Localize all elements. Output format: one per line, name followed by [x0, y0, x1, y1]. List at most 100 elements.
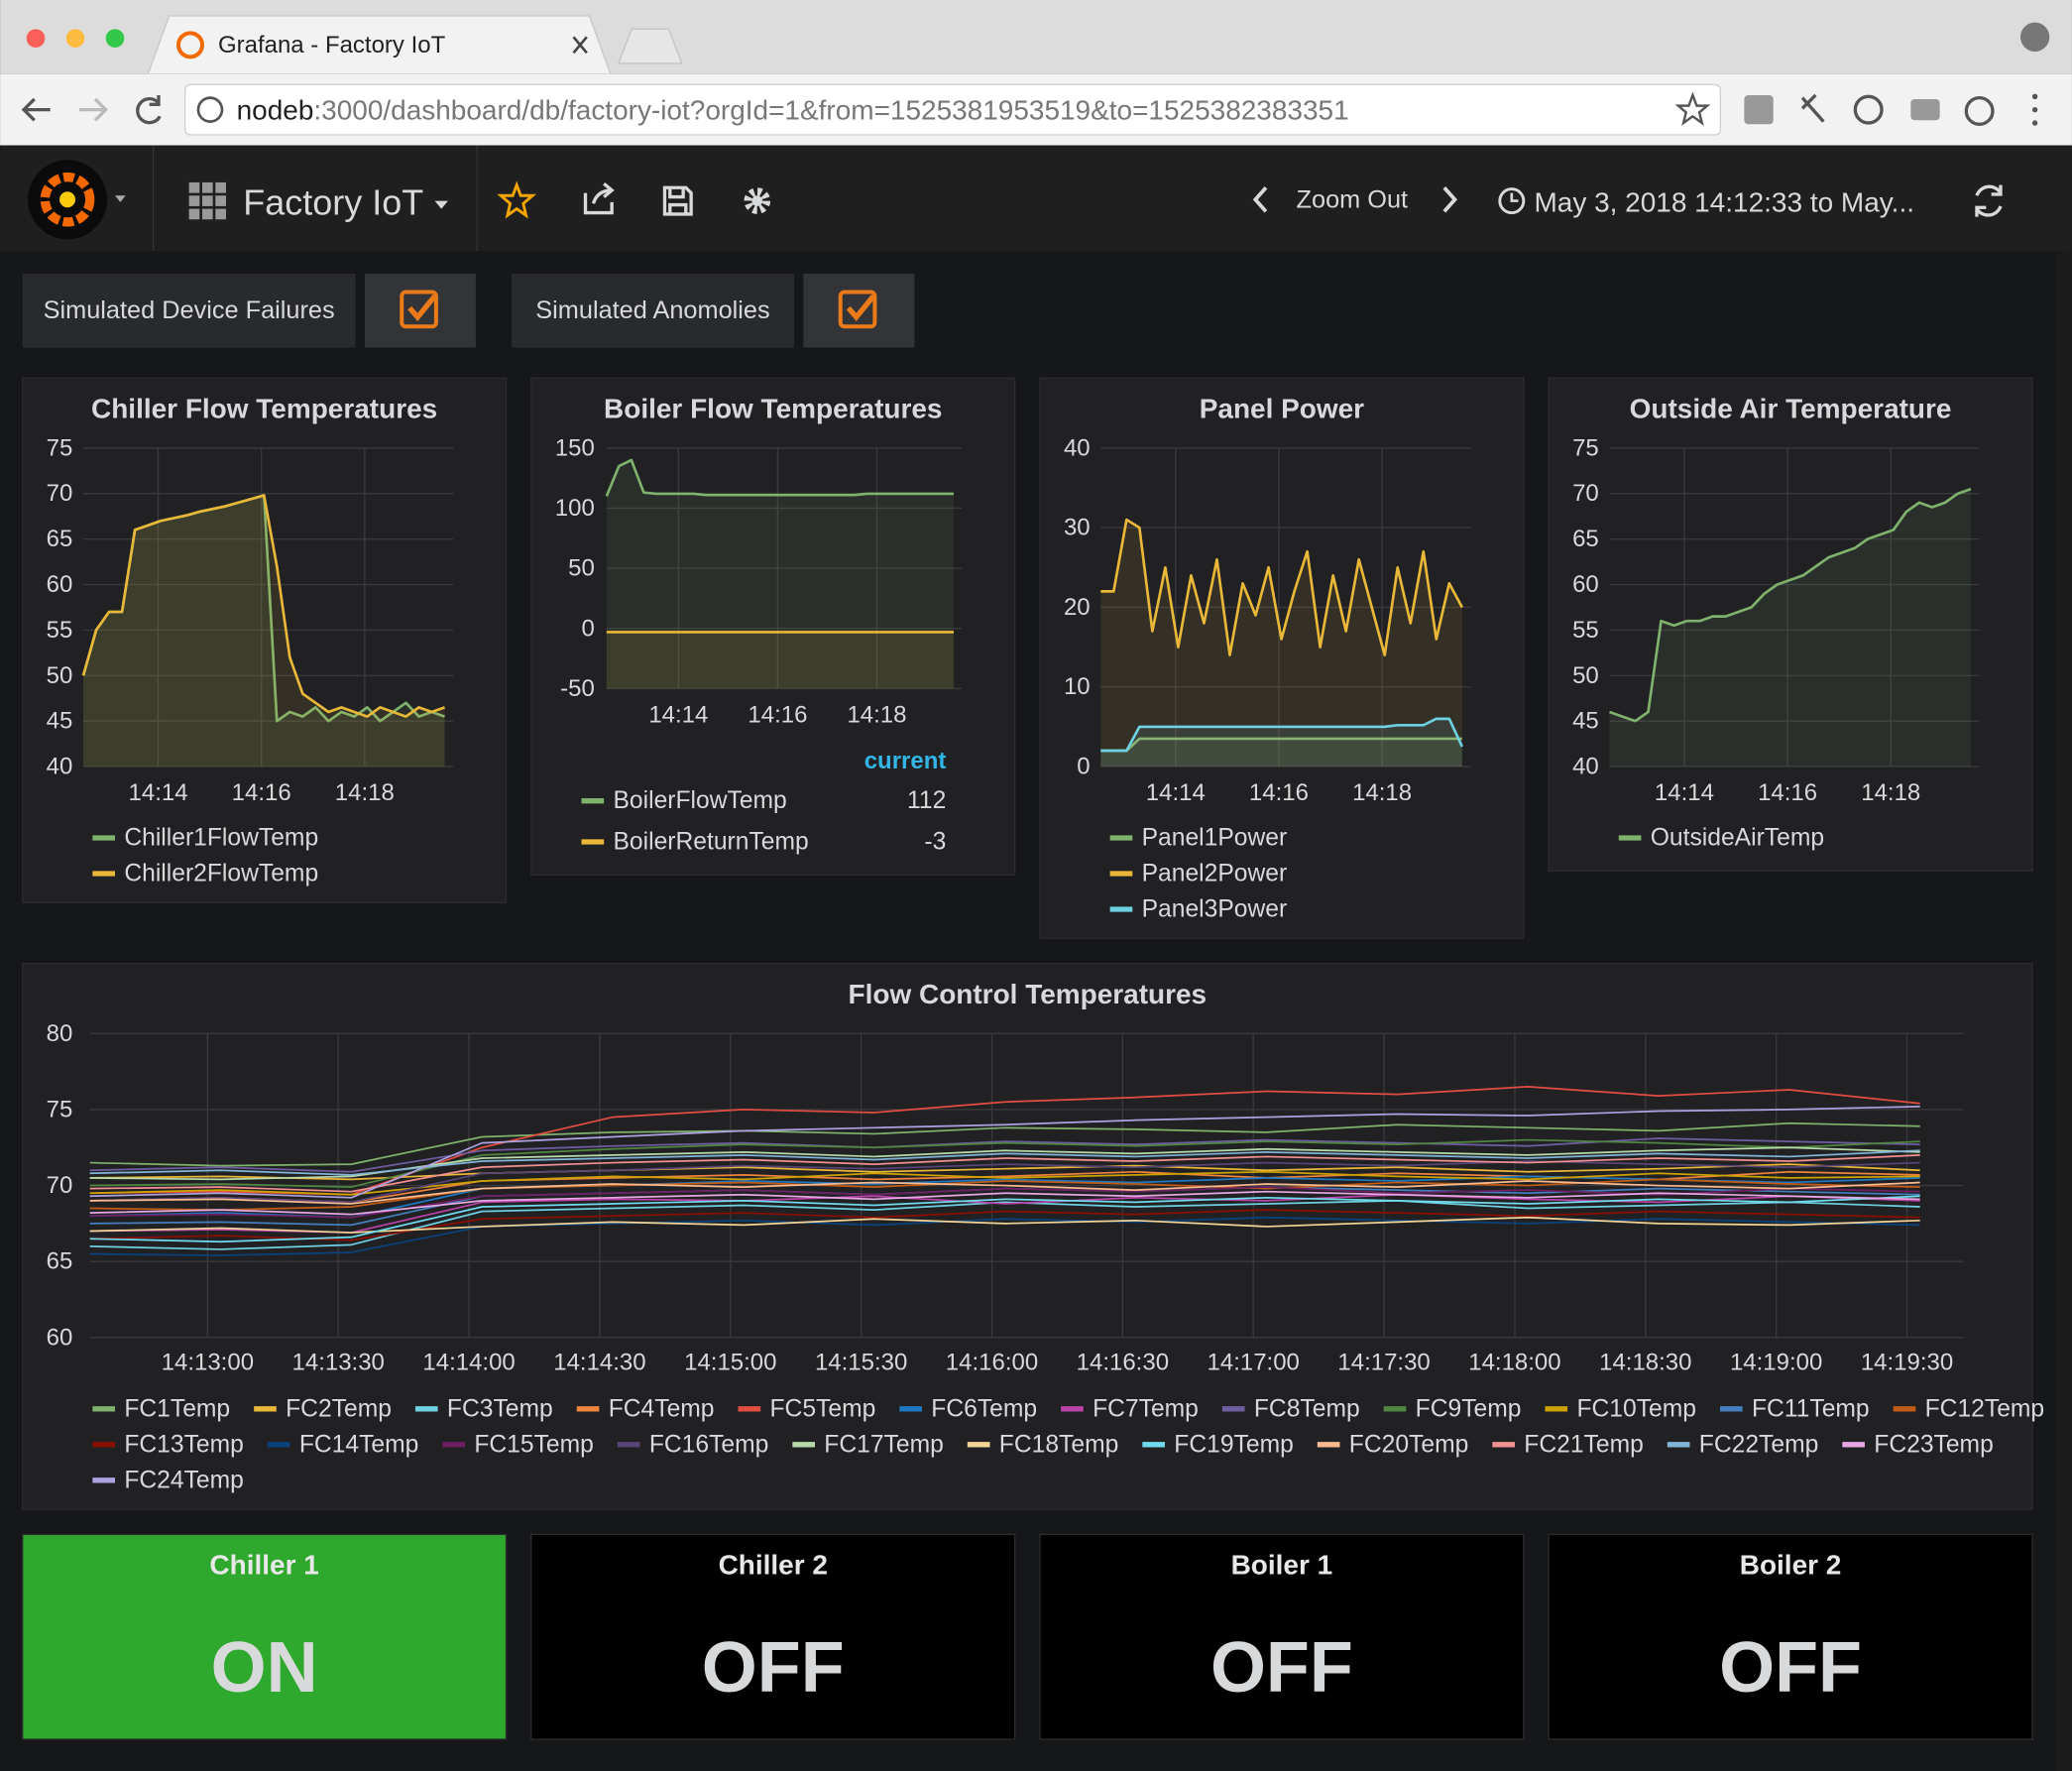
extension-icon[interactable]: [1910, 98, 1940, 121]
x-tick-label: 14:18: [1861, 779, 1920, 806]
save-button[interactable]: [662, 185, 693, 216]
series-line: [89, 1170, 1920, 1196]
tab-title: Grafana - Factory IoT: [218, 32, 446, 59]
url: nodeb:3000/dashboard/db/factory-iot?orgI…: [237, 94, 1349, 125]
panel-title[interactable]: Outside Air Temperature: [1630, 393, 1952, 423]
time-range[interactable]: May 3, 2018 14:12:33 to May...: [1534, 186, 1914, 217]
scrollbar: [2055, 251, 2072, 1771]
panel-title[interactable]: Boiler Flow Temperatures: [604, 393, 942, 423]
y-tick-label: 65: [47, 526, 73, 552]
site-info-icon[interactable]: [196, 96, 224, 123]
x-tick-label: 14:18:00: [1468, 1350, 1560, 1376]
y-tick-label: -50: [560, 675, 595, 702]
legend-label[interactable]: FC12Temp: [1925, 1395, 2045, 1422]
extension-icon[interactable]: [1853, 94, 1884, 125]
time-back[interactable]: [1252, 186, 1268, 213]
star-button[interactable]: [497, 180, 537, 219]
status-title[interactable]: Boiler 2: [1740, 1550, 1842, 1581]
legend-label[interactable]: BoilerFlowTemp: [613, 787, 786, 814]
legend-label[interactable]: Panel1Power: [1142, 825, 1288, 852]
legend-label[interactable]: FC5Temp: [770, 1395, 876, 1422]
legend-label[interactable]: FC16Temp: [649, 1431, 769, 1458]
legend-label[interactable]: FC6Temp: [931, 1395, 1037, 1422]
checkbox[interactable]: [400, 290, 438, 329]
legend-label[interactable]: Chiller1FlowTemp: [124, 825, 318, 852]
y-tick-label: 50: [568, 555, 595, 582]
extension-icon[interactable]: [1800, 93, 1825, 123]
x-tick-label: 14:14: [648, 702, 708, 729]
legend-label[interactable]: FC9Temp: [1416, 1395, 1522, 1422]
legend-label[interactable]: OutsideAirTemp: [1651, 825, 1824, 852]
address-bar[interactable]: [183, 83, 1722, 136]
reload-button[interactable]: [136, 94, 162, 125]
y-tick-label: 75: [47, 434, 73, 461]
status-title[interactable]: Chiller 1: [209, 1550, 318, 1581]
y-tick-label: 65: [1572, 526, 1599, 552]
legend-label[interactable]: FC7Temp: [1093, 1395, 1199, 1422]
extension-icon[interactable]: [1744, 94, 1774, 125]
y-tick-label: 100: [555, 495, 595, 522]
status-title[interactable]: Chiller 2: [719, 1550, 828, 1581]
legend-label[interactable]: FC14Temp: [299, 1431, 419, 1458]
legend-label[interactable]: FC2Temp: [286, 1395, 392, 1422]
forward-button[interactable]: [79, 97, 109, 122]
dashboard-icon: [188, 181, 226, 220]
maximize-window[interactable]: [105, 29, 125, 48]
legend-label[interactable]: FC21Temp: [1524, 1431, 1644, 1458]
y-tick-label: 75: [47, 1096, 73, 1122]
y-tick-label: 70: [1572, 480, 1599, 507]
tab-close[interactable]: [572, 36, 588, 55]
panel-title[interactable]: Flow Control Temperatures: [849, 979, 1208, 1009]
share-button[interactable]: [583, 181, 615, 215]
refresh-button[interactable]: [1975, 184, 2003, 217]
navbar: [0, 145, 2072, 252]
legend-label[interactable]: FC13Temp: [124, 1431, 244, 1458]
profile-icon[interactable]: [2019, 22, 2050, 52]
legend-label[interactable]: FC3Temp: [447, 1395, 553, 1422]
x-tick-label: 14:18:30: [1599, 1350, 1691, 1376]
area-fill: [83, 495, 445, 767]
legend-label[interactable]: FC23Temp: [1874, 1431, 1994, 1458]
minimize-window[interactable]: [65, 29, 85, 48]
legend-label[interactable]: BoilerReturnTemp: [613, 829, 808, 856]
settings-button[interactable]: [744, 187, 771, 214]
legend-label[interactable]: FC18Temp: [999, 1431, 1119, 1458]
series-line: [89, 1160, 1920, 1204]
panel-title[interactable]: Panel Power: [1200, 393, 1364, 423]
legend-label[interactable]: FC11Temp: [1752, 1395, 1870, 1422]
panel: [22, 962, 2033, 1510]
x-tick-label: 14:14:30: [553, 1350, 645, 1376]
legend-label[interactable]: Panel3Power: [1142, 895, 1288, 922]
legend-label[interactable]: FC24Temp: [124, 1467, 244, 1493]
bookmark-star[interactable]: [1674, 91, 1711, 126]
y-tick-label: 60: [47, 1324, 73, 1351]
status-title[interactable]: Boiler 1: [1231, 1550, 1333, 1581]
legend-label[interactable]: FC10Temp: [1576, 1395, 1696, 1422]
panel-title[interactable]: Chiller Flow Temperatures: [91, 393, 437, 423]
legend-label[interactable]: FC4Temp: [609, 1395, 715, 1422]
x-tick-label: 14:14:00: [422, 1350, 515, 1376]
close-window[interactable]: [26, 29, 46, 48]
checkbox[interactable]: [838, 290, 877, 329]
legend-label[interactable]: FC22Temp: [1699, 1431, 1819, 1458]
legend-label[interactable]: FC8Temp: [1254, 1395, 1360, 1422]
series-line: [89, 1138, 1920, 1188]
x-tick-label: 14:14: [129, 779, 188, 806]
y-tick-label: 60: [1572, 571, 1599, 598]
zoom-out[interactable]: Zoom Out: [1297, 185, 1409, 213]
legend-label[interactable]: Panel2Power: [1142, 861, 1288, 887]
series-line: [89, 1175, 1920, 1219]
legend-label[interactable]: Chiller2FlowTemp: [124, 861, 318, 887]
dashboard-title[interactable]: Factory IoT: [243, 181, 423, 222]
extension-icon[interactable]: [1964, 95, 1995, 126]
time-forward[interactable]: [1442, 186, 1458, 213]
legend-label[interactable]: FC19Temp: [1174, 1431, 1294, 1458]
legend-label[interactable]: FC1Temp: [124, 1395, 230, 1422]
legend-label[interactable]: FC20Temp: [1349, 1431, 1469, 1458]
back-button[interactable]: [21, 97, 51, 122]
legend-label[interactable]: FC15Temp: [474, 1431, 594, 1458]
status-value: OFF: [1210, 1628, 1353, 1708]
panel: [22, 377, 508, 903]
legend-label[interactable]: FC17Temp: [824, 1431, 944, 1458]
new-tab[interactable]: [617, 28, 683, 64]
